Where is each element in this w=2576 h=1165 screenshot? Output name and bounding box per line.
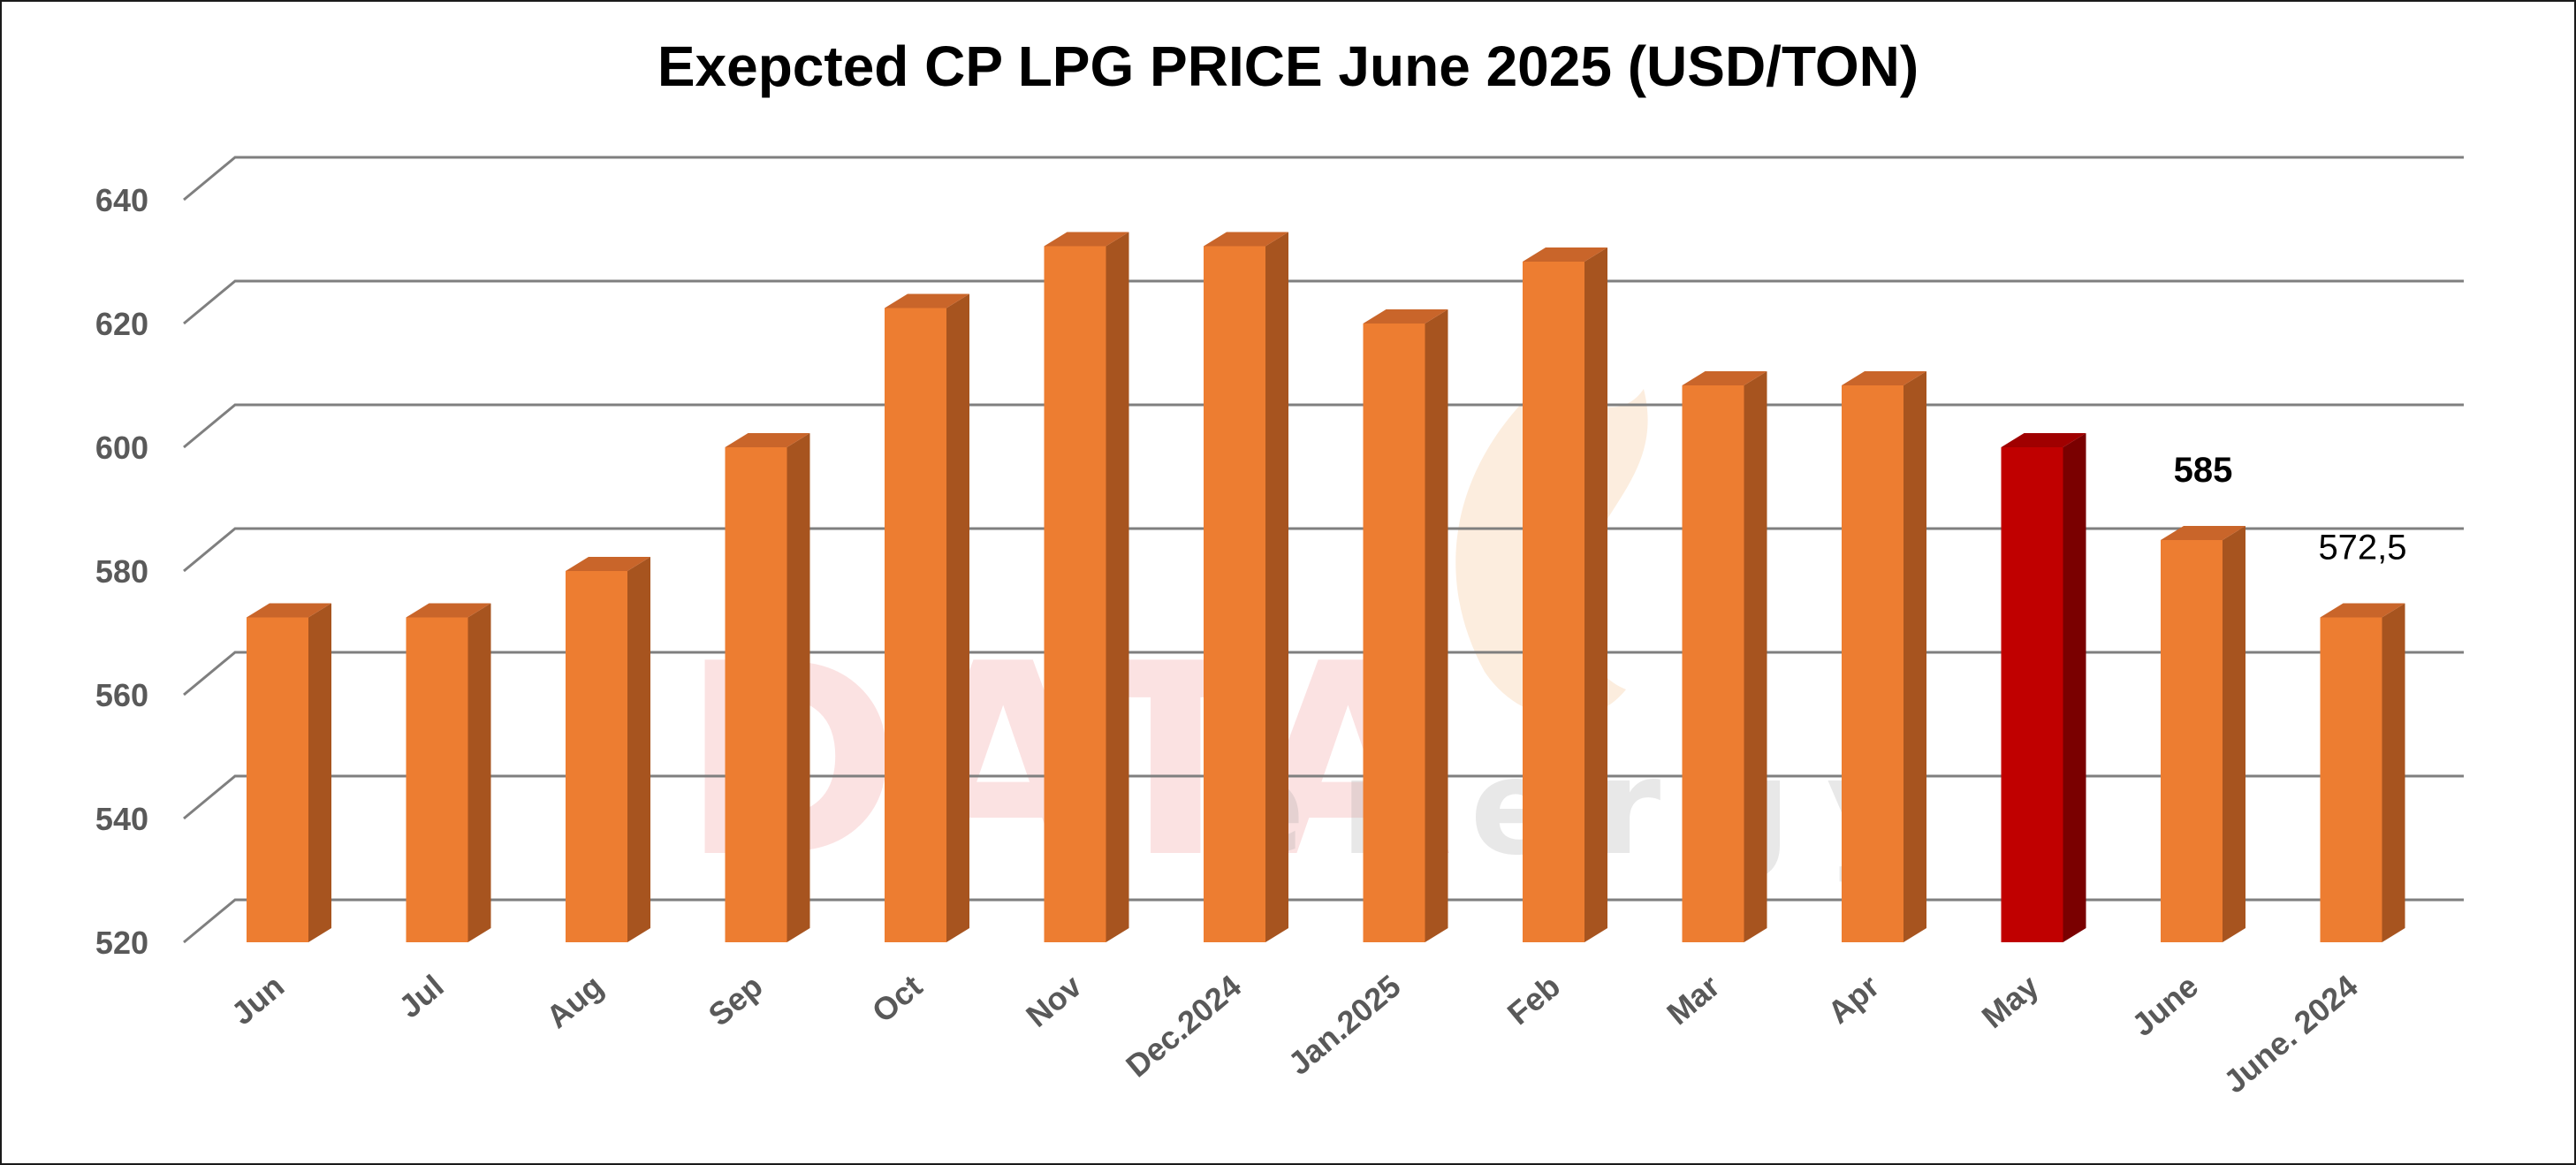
bar-top xyxy=(2001,433,2086,447)
x-tick-label: June. 2024 xyxy=(2216,968,2364,1100)
bar-top xyxy=(247,603,331,618)
y-axis-ticks: 520 540 560 580 600 620 640 xyxy=(95,182,148,961)
bars xyxy=(247,232,2405,942)
bar xyxy=(885,293,969,942)
x-tick-label: Dec.2024 xyxy=(1119,968,1248,1085)
bar-front xyxy=(2161,540,2223,942)
bar-side xyxy=(627,557,650,942)
bar-top xyxy=(1044,232,1129,247)
data-labels: 585 572,5 xyxy=(2174,451,2407,567)
bar-side xyxy=(1904,371,1926,942)
x-tick-label: Mar xyxy=(1660,968,1726,1032)
bar-side xyxy=(1744,371,1767,942)
bar-top xyxy=(1363,309,1448,324)
bar-side xyxy=(1106,232,1129,942)
x-axis-ticks: Jun Jul Aug Sep Oct Nov Dec.2024 Jan.2025 Feb Mar… xyxy=(224,968,2365,1100)
gridlines xyxy=(183,156,2464,944)
bar xyxy=(566,557,650,942)
bar xyxy=(1523,247,1607,942)
y-tick-label: 540 xyxy=(95,801,148,837)
y-tick-label: 520 xyxy=(95,925,148,961)
y-tick-label: 620 xyxy=(95,306,148,342)
bar-top xyxy=(406,603,491,618)
bar-top xyxy=(2320,603,2405,618)
x-tick-label: May xyxy=(1975,968,2046,1035)
bar-side xyxy=(1425,309,1448,942)
y-tick-label: 600 xyxy=(95,430,148,466)
x-tick-label: June xyxy=(2124,968,2205,1043)
bar-front xyxy=(885,308,946,942)
y-tick-label: 640 xyxy=(95,182,148,218)
bar-front xyxy=(566,571,627,942)
x-tick-label: Feb xyxy=(1501,968,1567,1032)
bar xyxy=(1682,371,1767,942)
chart-title: Exepcted CP LPG PRICE June 2025 (USD/TON… xyxy=(657,34,1919,98)
bar-top xyxy=(2161,526,2245,540)
gridline xyxy=(183,527,2464,573)
x-tick-label: Aug xyxy=(539,968,610,1035)
bar-top xyxy=(725,433,810,447)
data-label: 572,5 xyxy=(2318,529,2406,567)
bar-front xyxy=(1842,385,1904,942)
bar-side xyxy=(786,433,810,942)
bar-top xyxy=(1523,247,1607,262)
x-tick-label: Sep xyxy=(702,968,770,1033)
bar-front xyxy=(725,447,787,942)
bar-front xyxy=(247,617,308,942)
bar-front xyxy=(2001,447,2063,942)
bar-front xyxy=(2320,617,2382,942)
bar-front xyxy=(1044,246,1106,942)
bar-side xyxy=(1584,247,1607,942)
gridline xyxy=(183,156,2464,202)
bar-front xyxy=(1523,262,1584,942)
x-tick-label: Oct xyxy=(865,968,929,1030)
x-tick-label: Jun xyxy=(224,968,291,1032)
x-tick-label: Apr xyxy=(1820,968,1886,1031)
bar-front xyxy=(406,617,468,942)
gridline xyxy=(183,279,2464,325)
bar-side xyxy=(2382,603,2405,942)
bar-front xyxy=(1363,324,1425,942)
bar xyxy=(247,603,331,942)
gridline xyxy=(183,403,2464,449)
bar-side xyxy=(467,603,491,942)
bar xyxy=(2320,603,2405,942)
x-tick-label: Nov xyxy=(1019,968,1088,1034)
y-tick-label: 560 xyxy=(95,677,148,713)
bar-front xyxy=(1682,385,1744,942)
bar-front xyxy=(1204,246,1265,942)
bar xyxy=(2161,526,2245,942)
data-label: 585 xyxy=(2174,451,2233,490)
bar-side xyxy=(2063,433,2086,942)
bar xyxy=(1363,309,1448,942)
bar-side xyxy=(308,603,331,942)
bar xyxy=(1044,232,1129,942)
bar-side xyxy=(2223,526,2245,942)
bar xyxy=(1842,371,1926,942)
bar-side xyxy=(1265,232,1288,942)
bar-top xyxy=(1204,232,1288,247)
x-tick-label: Jan.2025 xyxy=(1281,968,1408,1082)
bar-side xyxy=(946,293,969,942)
bar xyxy=(725,433,810,942)
x-tick-label: Jul xyxy=(391,968,450,1025)
bar xyxy=(406,603,491,942)
bar xyxy=(1204,232,1288,942)
bar-top xyxy=(566,557,650,571)
bar-top xyxy=(1682,371,1767,385)
bar xyxy=(2001,433,2086,942)
bar-top xyxy=(1842,371,1926,385)
bar-top xyxy=(885,293,969,308)
y-tick-label: 580 xyxy=(95,553,148,590)
